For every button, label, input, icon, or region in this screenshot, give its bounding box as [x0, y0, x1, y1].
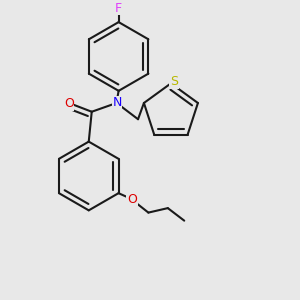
Text: O: O — [64, 97, 74, 110]
Text: N: N — [112, 96, 122, 109]
Text: F: F — [115, 2, 122, 15]
Text: O: O — [127, 193, 137, 206]
Text: S: S — [170, 75, 178, 88]
